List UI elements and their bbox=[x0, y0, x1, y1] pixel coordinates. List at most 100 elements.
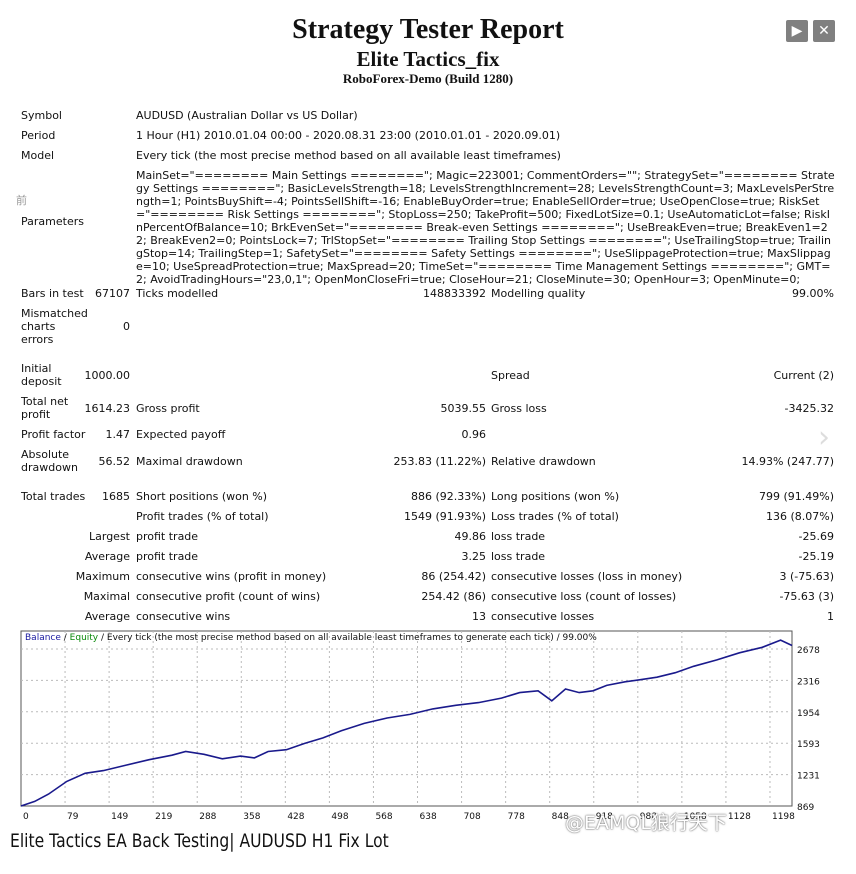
bars-value: 67107 bbox=[95, 287, 130, 300]
period-label: Period bbox=[21, 129, 56, 142]
x-tick-label: 358 bbox=[243, 812, 260, 822]
deposit-value: 1000.00 bbox=[84, 369, 131, 382]
next-arrow-icon[interactable]: › bbox=[818, 420, 830, 455]
report-title: Strategy Tester Report bbox=[292, 14, 564, 45]
short-value: 886 (92.33%) bbox=[410, 490, 486, 503]
spread-value: Current (2) bbox=[773, 369, 834, 382]
maxdd-value: 253.83 (11.22%) bbox=[393, 455, 486, 468]
play-button[interactable]: ▶ bbox=[786, 20, 808, 42]
max-wins-value: 86 (254.42) bbox=[421, 570, 486, 583]
largest-label: Largest bbox=[89, 530, 130, 543]
profittrades-label: Profit trades (% of total) bbox=[136, 510, 269, 523]
short-label: Short positions (won %) bbox=[136, 490, 268, 503]
parameters-value: MainSet="======== Main Settings ========… bbox=[136, 169, 835, 286]
largest-profit-value: 49.86 bbox=[454, 530, 487, 543]
largest-loss-value: -25.69 bbox=[798, 530, 834, 543]
mismatch-label-2: charts bbox=[21, 320, 56, 333]
x-tick-label: 149 bbox=[111, 812, 128, 822]
deposit-label-1: Initial bbox=[21, 362, 52, 375]
y-tick-label: 1593 bbox=[797, 740, 820, 750]
long-value: 799 (91.49%) bbox=[758, 490, 834, 503]
quality-value: 99.00% bbox=[792, 287, 834, 300]
x-tick-label: 498 bbox=[331, 812, 348, 822]
mismatch-label-1: Mismatched bbox=[21, 307, 88, 320]
maximal-profit-value: 254.42 (86) bbox=[421, 590, 486, 603]
play-icon: ▶ bbox=[791, 23, 803, 39]
quality-label: Modelling quality bbox=[491, 287, 586, 300]
balance-chart: 0 79 149 219 288 358 428 498 568 638 708 778 848 918 9… bbox=[20, 630, 820, 822]
x-tick-label: 288 bbox=[199, 812, 216, 822]
chart-legend: Balance / Equity / Every tick (the most … bbox=[25, 633, 597, 643]
symbol-label: Symbol bbox=[21, 109, 62, 122]
ticks-value: 148833392 bbox=[423, 287, 486, 300]
ticks-label: Ticks modelled bbox=[136, 287, 219, 300]
trades-label: Total trades bbox=[21, 490, 86, 503]
server-build: RoboForex-Demo (Build 1280) bbox=[342, 71, 514, 86]
reldd-label: Relative drawdown bbox=[491, 455, 596, 468]
avg-wins-label: consecutive wins bbox=[136, 610, 231, 623]
average-loss-value: -25.19 bbox=[798, 550, 834, 563]
plot-area bbox=[20, 630, 793, 807]
maximal-profit-label: consecutive profit (count of wins) bbox=[136, 590, 321, 603]
close-button[interactable]: ✕ bbox=[813, 20, 835, 42]
grossprofit-value: 5039.55 bbox=[440, 402, 487, 415]
x-tick-label: 778 bbox=[508, 812, 525, 822]
max-losses-label: consecutive losses (loss in money) bbox=[491, 570, 683, 583]
maxdd-label: Maximal drawdown bbox=[136, 455, 243, 468]
spread-label: Spread bbox=[491, 369, 530, 382]
x-tick-label: 638 bbox=[420, 812, 437, 822]
model-label: Model bbox=[21, 149, 55, 162]
expert-name: Elite Tactics_fix bbox=[356, 47, 500, 71]
netprofit-value: 1614.23 bbox=[84, 402, 131, 415]
maximum-label: Maximum bbox=[75, 570, 130, 583]
average-label: Average bbox=[84, 550, 130, 563]
mismatch-label-3: errors bbox=[21, 333, 54, 346]
largest-profit-label: profit trade bbox=[136, 530, 199, 543]
profitfactor-label: Profit factor bbox=[21, 428, 86, 441]
average-loss-label: loss trade bbox=[491, 550, 546, 563]
trades-value: 1685 bbox=[102, 490, 130, 503]
side-glyph: 前 bbox=[16, 194, 27, 207]
avg-losses-value: 1 bbox=[827, 610, 834, 623]
watermark: @EAMQL狼行天下 bbox=[565, 812, 727, 834]
model-value: Every tick (the most precise method base… bbox=[136, 149, 561, 162]
grossprofit-label: Gross profit bbox=[136, 402, 200, 415]
average-profit-value: 3.25 bbox=[461, 550, 487, 563]
x-tick-label: 79 bbox=[67, 812, 79, 822]
symbol-value: AUDUSD (Australian Dollar vs US Dollar) bbox=[136, 109, 358, 122]
y-tick-label: 2678 bbox=[797, 646, 820, 656]
x-tick-label: 848 bbox=[552, 812, 569, 822]
avg-losses-label: consecutive losses bbox=[491, 610, 595, 623]
caption: Elite Tactics EA Back Testing| AUDUSD H1… bbox=[10, 830, 389, 852]
profittrades-value: 1549 (91.93%) bbox=[403, 510, 486, 523]
maximal-loss-value: -75.63 (3) bbox=[779, 590, 834, 603]
netprofit-label-1: Total net bbox=[21, 395, 69, 408]
maximal-loss-label: consecutive loss (count of losses) bbox=[491, 590, 677, 603]
x-tick-label: 1128 bbox=[728, 812, 751, 822]
series-line-balance bbox=[20, 639, 793, 807]
mismatch-value: 0 bbox=[123, 320, 130, 333]
max-losses-value: 3 (-75.63) bbox=[779, 570, 834, 583]
x-tick-label: 568 bbox=[375, 812, 392, 822]
y-tick-label: 1231 bbox=[797, 772, 820, 782]
legend-balance: Balance bbox=[25, 633, 61, 643]
x-tick-label: 708 bbox=[464, 812, 481, 822]
legend-separator: / bbox=[60, 633, 70, 643]
netprofit-label-2: profit bbox=[21, 408, 51, 421]
x-tick-label: 0 bbox=[23, 812, 29, 822]
x-tick-label: 428 bbox=[287, 812, 304, 822]
y-tick-label: 2316 bbox=[797, 677, 820, 687]
avg-consec-label: Average bbox=[84, 610, 130, 623]
absdd-label-2: drawdown bbox=[21, 461, 78, 474]
legend-equity: Equity bbox=[69, 633, 99, 643]
payoff-value: 0.96 bbox=[461, 428, 487, 441]
losstrades-label: Loss trades (% of total) bbox=[491, 510, 619, 523]
avg-wins-value: 13 bbox=[472, 610, 486, 623]
profitfactor-value: 1.47 bbox=[105, 428, 131, 441]
grossloss-value: -3425.32 bbox=[784, 402, 834, 415]
largest-loss-label: loss trade bbox=[491, 530, 546, 543]
reldd-value: 14.93% (247.77) bbox=[741, 455, 834, 468]
max-wins-label: consecutive wins (profit in money) bbox=[136, 570, 327, 583]
x-tick-label: 918 bbox=[596, 812, 613, 822]
x-tick-label: 1198 bbox=[772, 812, 795, 822]
